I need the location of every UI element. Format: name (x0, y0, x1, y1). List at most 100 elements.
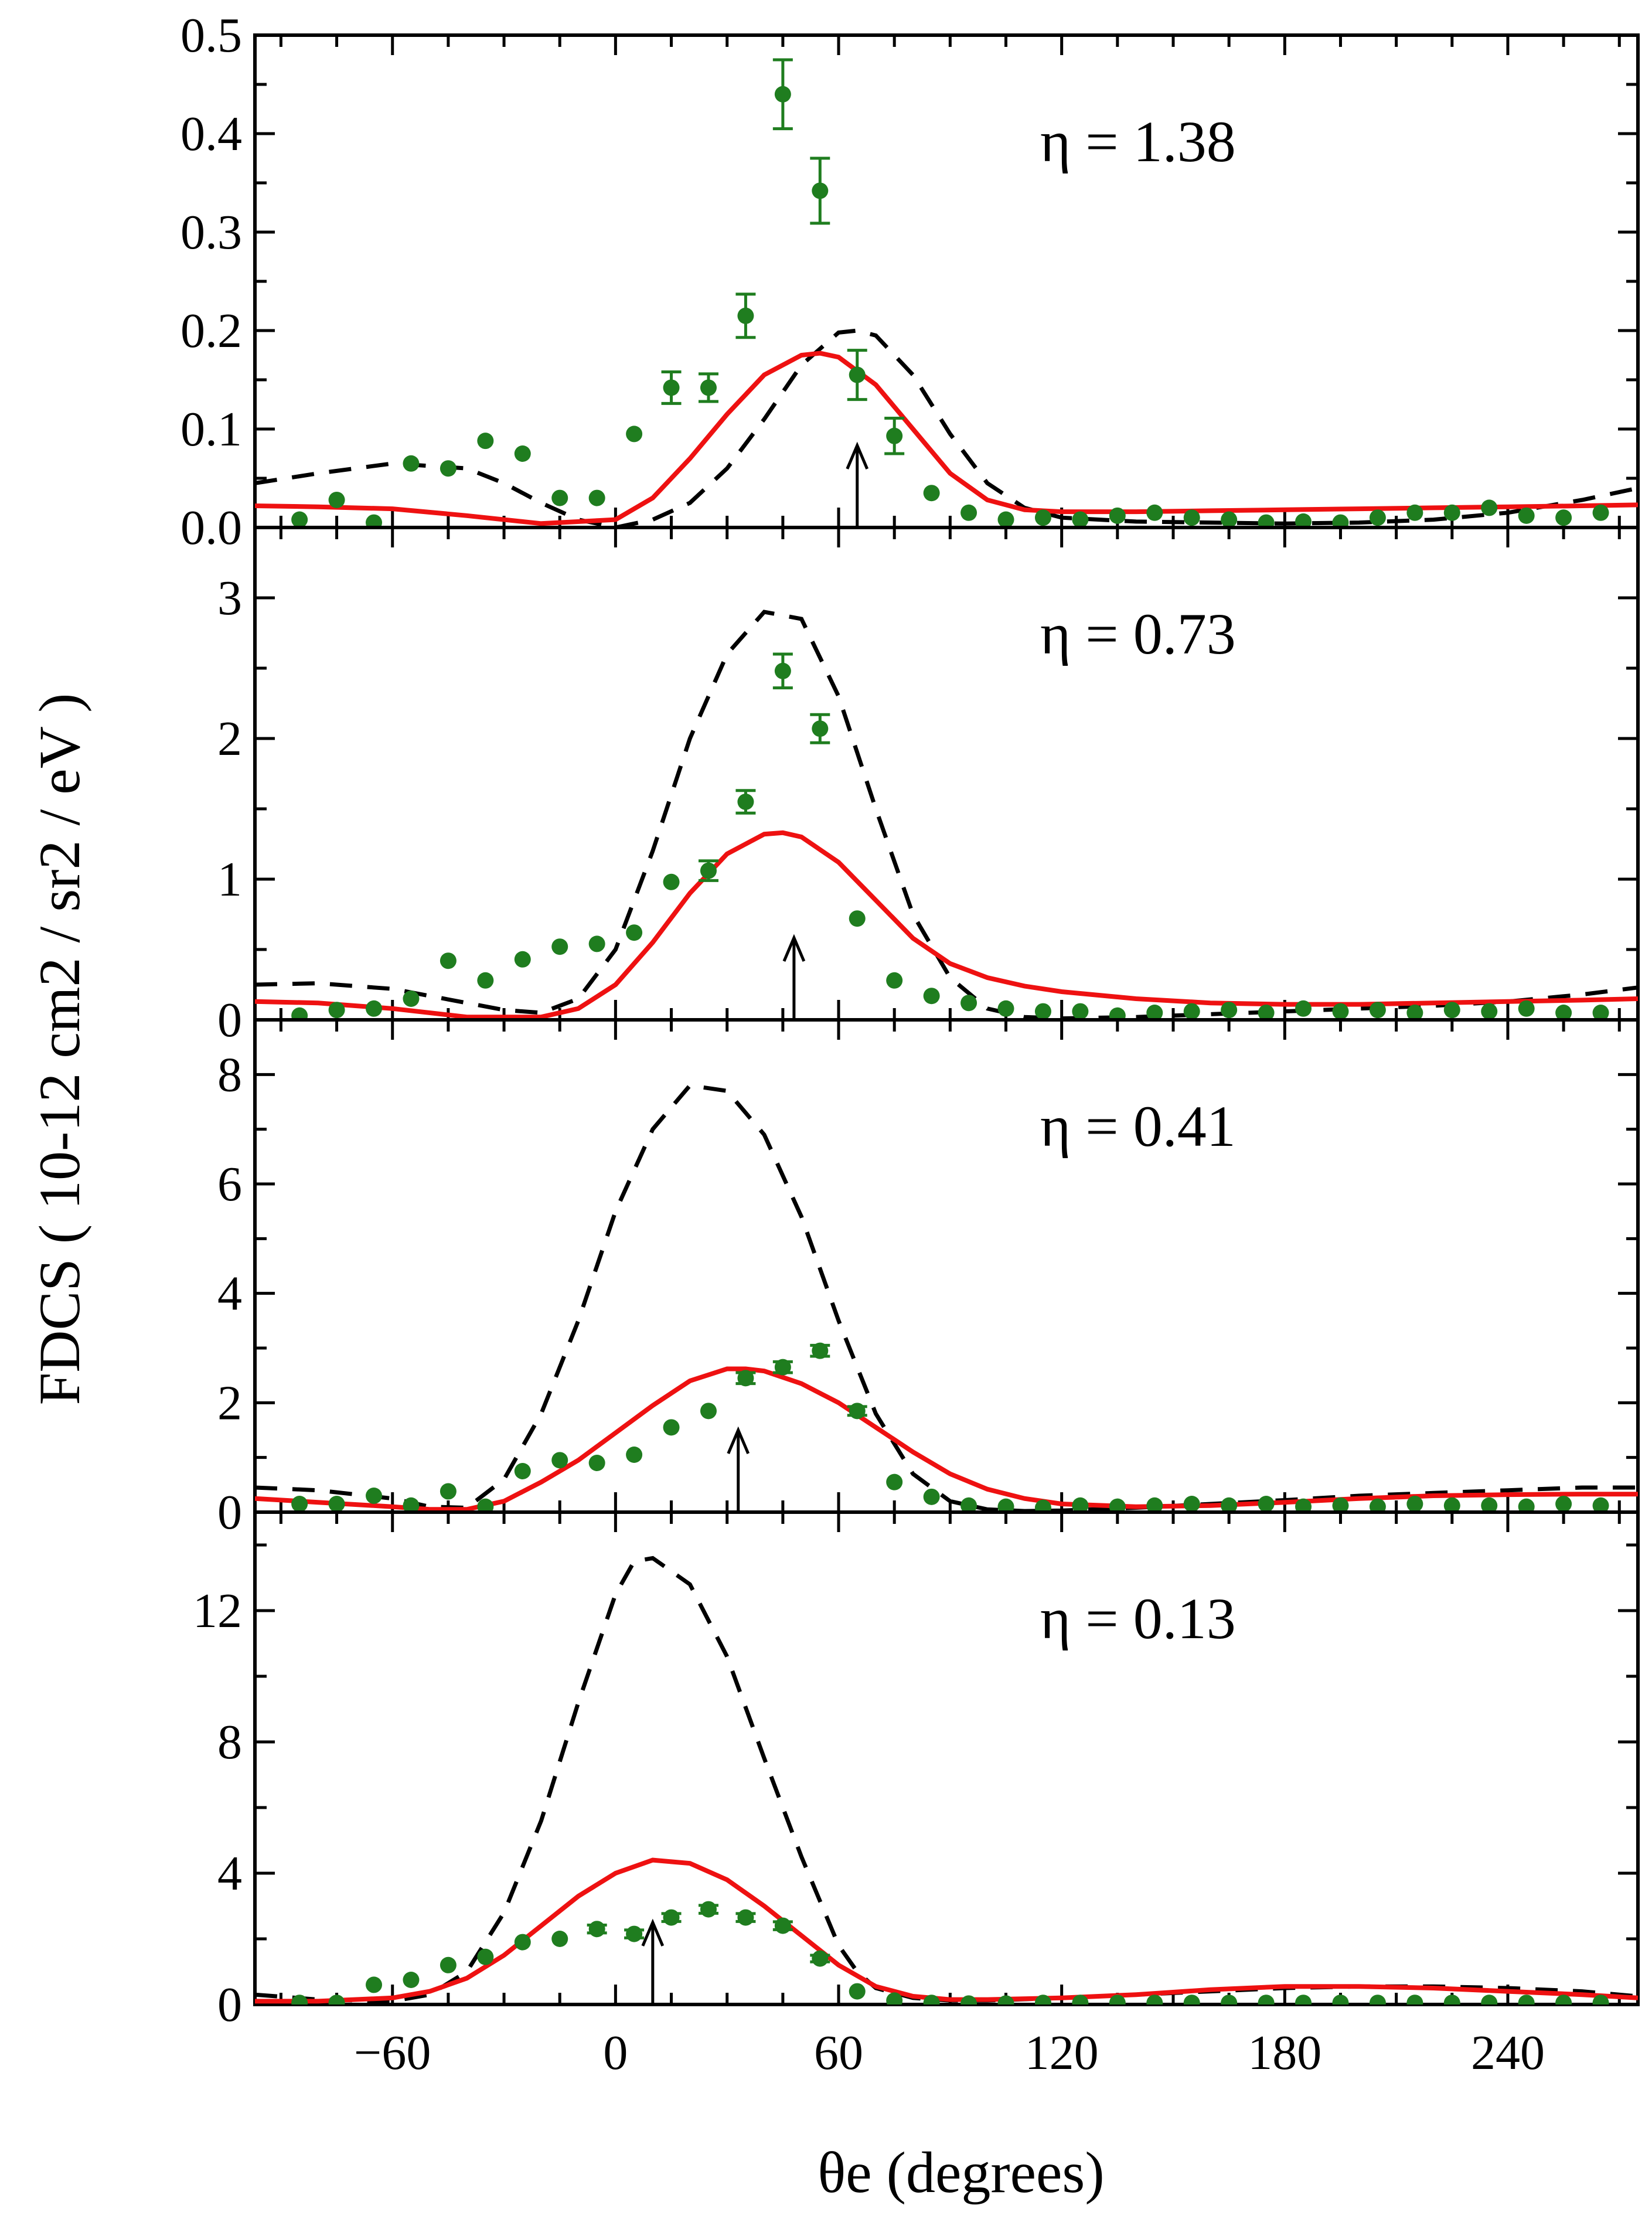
experiment-point (403, 455, 420, 472)
experiment-point (1406, 1496, 1423, 1512)
experiment-point (1034, 509, 1051, 526)
y-tick-label: 0.3 (180, 205, 242, 260)
experiment-point (1481, 1003, 1498, 1020)
experiment-point (514, 951, 531, 968)
experiment-point (812, 1950, 829, 1967)
experiment-point (700, 379, 717, 396)
experiment-point (1481, 499, 1498, 516)
experiment-point (328, 1496, 345, 1512)
experiment-point (403, 991, 420, 1007)
experiment-point (997, 1995, 1014, 2004)
experiment-point (849, 910, 866, 927)
experiment-point (960, 1497, 977, 1512)
experiment-point (1183, 1496, 1200, 1512)
theory-dashed-curve (255, 1083, 1638, 1512)
experiment-point (1443, 1995, 1460, 2004)
experiment-point (886, 972, 903, 989)
y-tick-label: 4 (217, 1846, 242, 1901)
experiment-point (997, 511, 1014, 527)
experiment-point (1481, 1497, 1498, 1512)
experiment-point (923, 1995, 940, 2004)
experiment-point (1332, 514, 1349, 527)
y-tick-label: 0 (217, 1485, 242, 1540)
experiment-point (737, 1909, 754, 1926)
x-axis-title: θe (degrees) (818, 2140, 1104, 2205)
experiment-point (1369, 1002, 1386, 1019)
experiment-point (588, 1921, 605, 1938)
experiment-point (1072, 1995, 1089, 2004)
momentum-transfer-arrow-head (782, 934, 806, 962)
theory-dashed-curve (255, 1556, 1638, 2003)
experiment-point (1406, 1995, 1423, 2004)
experiment-point (403, 1497, 420, 1512)
experiment-point (1518, 1995, 1535, 2004)
experiment-point (1109, 1995, 1126, 2004)
panel-frame (253, 33, 1640, 529)
panel-frame (253, 1510, 1640, 2006)
experiment-point (1034, 1995, 1051, 2004)
experiment-point (1221, 1497, 1238, 1512)
experiment-point (774, 662, 791, 679)
experiment-point (1592, 1995, 1609, 2004)
experiment-point (588, 1455, 605, 1471)
experiment-point (1332, 1995, 1349, 2004)
experiment-point (1518, 507, 1535, 524)
theory-dashed-curve (255, 610, 1638, 1020)
y-tick-label: 2 (217, 712, 242, 766)
theory-solid-curve (255, 1366, 1638, 1512)
experiment-point (291, 511, 308, 527)
x-tick-label: 0 (603, 2026, 628, 2080)
experiment-point (291, 1496, 308, 1512)
momentum-transfer-arrow-head (846, 441, 869, 469)
experiment-point (1183, 1995, 1200, 2004)
experiment-point (366, 1488, 383, 1504)
experiment-point (440, 1956, 457, 1973)
y-tick-label: 12 (193, 1584, 242, 1638)
experiment-point (588, 935, 605, 952)
experiment-point (1146, 1005, 1163, 1020)
y-tick-label: 0.5 (180, 8, 242, 63)
experiment-point (1034, 1499, 1051, 1512)
experiment-point (1146, 1995, 1163, 2004)
panel-frame (253, 1018, 1640, 1514)
theory-solid-curve (255, 830, 1638, 1020)
experiment-point (514, 1934, 531, 1951)
experiment-point (1221, 511, 1238, 527)
experiment-point (812, 720, 829, 737)
experiment-point (886, 1473, 903, 1490)
experiment-point (1258, 1995, 1275, 2004)
experiment-point (663, 379, 680, 396)
experiment-point (812, 182, 829, 199)
experiment-point (737, 1370, 754, 1387)
experiment-point (1555, 509, 1572, 526)
experiment-point (774, 1917, 791, 1934)
experiment-point (291, 1007, 308, 1020)
y-tick-label: 8 (217, 1715, 242, 1769)
y-tick-label: 1 (217, 852, 242, 907)
experiment-point (960, 504, 977, 521)
panel-label: η = 0.41 (1040, 1094, 1236, 1159)
y-tick-label: 0 (217, 1978, 242, 2032)
experiment-point (1295, 1498, 1312, 1512)
experiment-point (1258, 1005, 1275, 1020)
y-tick-label: 6 (217, 1157, 242, 1211)
panel-4: 0 4 8 12 η = 0.13 (193, 1510, 1640, 2032)
experiment-point (514, 445, 531, 462)
experiment-point (849, 366, 866, 383)
x-tick-label: −60 (354, 2026, 431, 2080)
experiment-point (663, 1909, 680, 1926)
experiment-point (1592, 1005, 1609, 1020)
experiment-point (1518, 1000, 1535, 1017)
experiment-point (1592, 1497, 1609, 1512)
experiment-point (1072, 1003, 1089, 1020)
y-tick-label: 0.4 (180, 107, 242, 161)
experiment-point (514, 1463, 531, 1479)
panel-label: η = 1.38 (1040, 109, 1236, 174)
experiment-point (291, 1995, 308, 2004)
experiment-point (1369, 509, 1386, 526)
experiment-point (1258, 1496, 1275, 1512)
experiment-point (1034, 1003, 1051, 1020)
experiment-point (366, 1976, 383, 1993)
experiment-point (477, 1948, 494, 1965)
